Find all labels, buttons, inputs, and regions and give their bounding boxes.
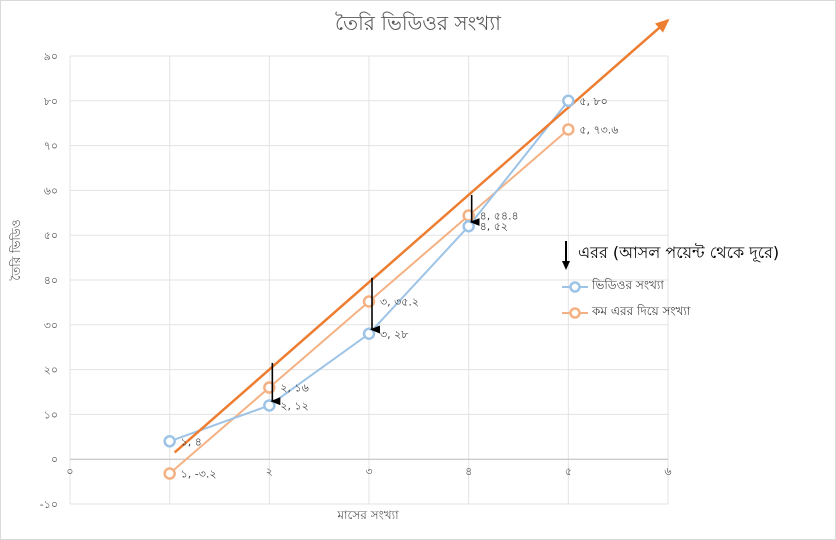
data-label-series-1: ৪, ৫২ bbox=[480, 220, 508, 233]
data-label-series-1: ৩, ২৮ bbox=[380, 328, 408, 341]
y-tick-label: ৮০ bbox=[44, 95, 58, 108]
legend-item-series-1: ভিডিওর সংখ্যা bbox=[562, 277, 832, 297]
data-label-series-1: ৫, ৮০ bbox=[579, 95, 607, 108]
y-axis-label: তৈরি ভিডিও bbox=[9, 219, 23, 281]
data-point-series-1 bbox=[163, 435, 176, 448]
data-point-series-1 bbox=[263, 399, 276, 412]
data-point-series-1 bbox=[362, 327, 376, 341]
x-tick-label: ০ bbox=[66, 465, 73, 478]
legend-label-series-2: কম এরর দিয়ে সংখ্যা bbox=[592, 304, 691, 318]
error-annotation: এরর (আসল পয়েন্ট থেকে দূরে) bbox=[562, 240, 832, 271]
x-tick-label: ২ bbox=[266, 465, 273, 478]
data-point-series-2 bbox=[163, 467, 176, 480]
y-tick-label: ৭০ bbox=[44, 140, 58, 153]
data-label-series-1: ১, ৪ bbox=[181, 435, 202, 448]
legend: এরর (আসল পয়েন্ট থেকে দূরে) ভিডিওর সংখ্য… bbox=[562, 240, 832, 323]
y-tick-label: ৪০ bbox=[44, 274, 58, 287]
data-label-series-2: ১, -৩.২ bbox=[181, 468, 217, 481]
data-label-series-2: ৫, ৭৩.৬ bbox=[579, 123, 618, 136]
data-label-series-1: ২, ১২ bbox=[280, 399, 308, 412]
y-tick-label: -১০ bbox=[40, 498, 58, 511]
data-point-series-1 bbox=[562, 94, 575, 108]
y-tick-label: ৫০ bbox=[44, 229, 58, 242]
y-tick-label: ০ bbox=[51, 453, 58, 466]
legend-item-series-2: কম এরর দিয়ে সংখ্যা bbox=[562, 303, 832, 323]
x-tick-label: ৪ bbox=[465, 465, 472, 478]
data-point-series-1 bbox=[462, 219, 475, 233]
x-tick-label: ৫ bbox=[565, 465, 572, 478]
x-axis-label: মাসের সংখ্যা bbox=[337, 508, 399, 522]
data-label-series-2: ২, ১৬ bbox=[280, 382, 308, 395]
y-tick-label: ২০ bbox=[44, 364, 58, 377]
data-label-series-2: ৩, ৩৫.২ bbox=[380, 296, 419, 309]
legend-label-series-1: ভিডিওর সংখ্যা bbox=[592, 278, 664, 292]
legend-marker-series-2 bbox=[562, 307, 588, 319]
x-tick-label: ৩ bbox=[365, 465, 372, 478]
data-label-series-2: ৪, ৫৪.৪ bbox=[480, 209, 519, 222]
legend-marker-series-1 bbox=[562, 281, 588, 293]
y-tick-label: ১০ bbox=[44, 408, 58, 421]
trend-line bbox=[173, 18, 670, 454]
y-tick-label: ৬০ bbox=[44, 184, 58, 197]
chart-title: তৈরি ভিডিওর সংখ্যা bbox=[335, 11, 501, 35]
error-annotation-text: এরর (আসল পয়েন্ট থেকে দূরে) bbox=[578, 243, 780, 262]
down-arrow-icon bbox=[562, 241, 570, 270]
x-tick-label: ৬ bbox=[664, 465, 671, 478]
y-tick-label: ৩০ bbox=[44, 319, 58, 332]
data-point-series-2 bbox=[562, 123, 575, 136]
y-tick-label: ৯০ bbox=[44, 50, 58, 63]
